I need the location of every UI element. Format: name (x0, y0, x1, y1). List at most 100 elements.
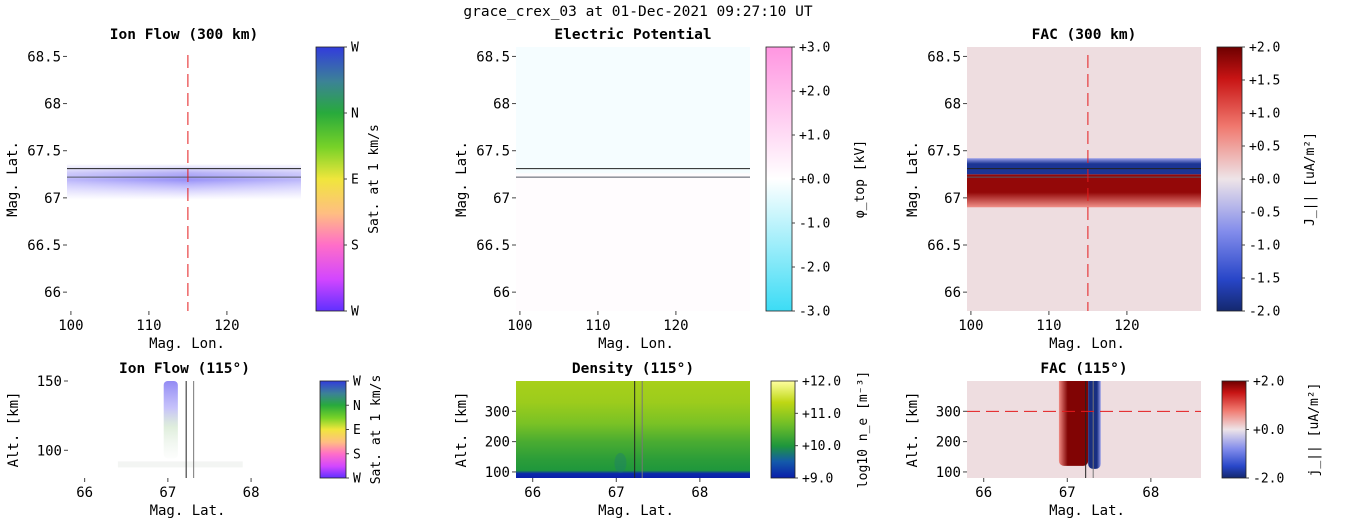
x-tick-label: 120 (663, 318, 688, 334)
flow-column (163, 381, 178, 459)
x-tick-label: 110 (1036, 318, 1061, 334)
panel-6: FAC (115°) 66 67 68 300 200 100 Mag. Lat. Alt. [… (905, 361, 1322, 519)
y-tick-label: 66.5 (27, 238, 61, 254)
density-field (516, 381, 750, 478)
y-axis-label: Mag. Lat. (5, 141, 21, 217)
y-tick-label: 68.5 (476, 49, 510, 65)
figure-title: grace_crex_03 at 01-Dec-2021 09:27:10 UT (463, 4, 812, 20)
colorbar-tick-label: -2.0 (1253, 472, 1284, 487)
x-tick-label: 120 (214, 318, 239, 334)
colorbar-tick-label: +1.0 (799, 129, 830, 144)
colorbar (319, 380, 347, 479)
x-tick-label: 67 (1059, 485, 1076, 501)
y-tick-label: 200 (485, 435, 510, 451)
y-tick-label: 67 (944, 191, 961, 207)
colorbar-tick-label: +3.0 (799, 41, 830, 56)
panel-title: Electric Potential (554, 27, 711, 43)
colorbar-label: log10 n_e [m⁻³] (856, 371, 871, 488)
fac-column (1088, 381, 1101, 469)
y-tick-label: 67.5 (27, 144, 61, 160)
colorbar (315, 46, 345, 312)
y-tick-label: 68 (944, 97, 961, 113)
x-axis-label: Mag. Lon. (1049, 336, 1125, 352)
colorbar-tick-label: +10.0 (802, 439, 841, 454)
y-tick-label: 66.5 (927, 238, 961, 254)
colorbar-tick-label: +2.0 (1249, 41, 1280, 56)
colorbar-tick-label: -0.5 (1249, 206, 1280, 221)
x-tick-label: 120 (1114, 318, 1139, 334)
colorbar-tick-label: +0.5 (1249, 140, 1280, 155)
y-axis-label: Alt. [km] (905, 392, 921, 468)
colorbar-tick-label: -2.0 (799, 261, 830, 276)
colorbar-tick-label: +11.0 (802, 407, 841, 422)
y-tick-label: 68.5 (927, 49, 961, 65)
y-tick-label: 66.5 (476, 238, 510, 254)
heatmap-field (967, 47, 1201, 311)
colorbar-label: Sat. at 1 km/s (369, 375, 384, 485)
fac-column (1058, 381, 1089, 466)
y-tick-label: 68 (44, 97, 61, 113)
y-tick-label: 66 (493, 285, 510, 301)
panel-title: FAC (300 km) (1032, 27, 1137, 43)
colorbar-tick-label: +9.0 (802, 472, 833, 487)
potential-north-region (516, 47, 750, 174)
panel-5: Density (115°) 66 67 68 300 200 100 Mag. Lat. Al… (454, 361, 871, 519)
density-disturbance (614, 452, 627, 473)
y-tick-label: 68.5 (27, 49, 61, 65)
colorbar-tick-label: W (353, 375, 361, 390)
x-tick-label: 66 (975, 485, 992, 501)
panel-2: Electric Potential 100 110 120 68.5 68 67.5 67 6… (454, 27, 868, 352)
x-tick-label: 100 (507, 318, 532, 334)
colorbar-tick-label: -2.0 (1249, 305, 1280, 320)
x-tick-label: 67 (608, 485, 625, 501)
colorbar-label: j_|| [uA/m²] (1307, 383, 1322, 477)
colorbar-tick-label: W (351, 305, 359, 320)
y-tick-label: 300 (936, 404, 961, 420)
colorbar-label: J_|| [uA/m²] (1303, 132, 1318, 226)
potential-south-region (516, 173, 750, 311)
panel-title: Ion Flow (300 km) (110, 27, 258, 43)
x-tick-label: 68 (1142, 485, 1159, 501)
colorbar-tick-label: -3.0 (799, 305, 830, 320)
colorbar-tick-label: N (353, 399, 361, 414)
colorbar-tick-label: -1.0 (799, 217, 830, 232)
y-axis-label: Mag. Lat. (905, 141, 921, 217)
colorbar-tick-label: +0.0 (1253, 423, 1284, 438)
y-tick-label: 150 (37, 374, 62, 390)
y-axis-label: Alt. [km] (454, 392, 470, 468)
colorbar-tick-label: +12.0 (802, 375, 841, 390)
y-tick-label: 100 (485, 465, 510, 481)
colorbar (1216, 46, 1243, 312)
colorbar-tick-label: E (351, 173, 359, 188)
colorbar-tick-label: W (353, 472, 361, 487)
x-axis-label: Mag. Lat. (1049, 503, 1125, 519)
colorbar-label: φ_top [kV] (853, 140, 868, 218)
colorbar-tick-label: +1.5 (1249, 74, 1280, 89)
x-tick-label: 110 (136, 318, 161, 334)
colorbar-tick-label: +2.0 (799, 85, 830, 100)
colorbar-tick-label: E (353, 423, 361, 438)
x-tick-label: 110 (585, 318, 610, 334)
y-tick-label: 68 (493, 97, 510, 113)
x-tick-label: 68 (691, 485, 708, 501)
heatmap-field (516, 47, 750, 311)
x-axis-label: Mag. Lat. (150, 503, 226, 519)
colorbar-tick-label: S (353, 447, 361, 462)
x-axis-label: Mag. Lat. (598, 503, 674, 519)
y-tick-label: 300 (485, 404, 510, 420)
x-axis-label: Mag. Lon. (598, 336, 674, 352)
panel-3: FAC (300 km) 100 110 120 68.5 68 67.5 67 66.5 66 M… (905, 27, 1318, 352)
y-axis-label: Mag. Lat. (454, 141, 470, 217)
colorbar-tick-label: +1.0 (1249, 107, 1280, 122)
y-tick-label: 67 (44, 191, 61, 207)
colorbar (765, 46, 793, 312)
panels: Ion Flow (300 km) 100 110 120 68.5 68 67.5 67 66… (5, 27, 1322, 519)
field-background (68, 381, 301, 478)
colorbar-tick-label: N (351, 107, 359, 122)
colorbar-tick-label: W (351, 41, 359, 56)
colorbar-tick-label: -1.5 (1249, 272, 1280, 287)
x-axis-label: Mag. Lon. (149, 336, 225, 352)
y-tick-label: 200 (936, 435, 961, 451)
colorbar-tick-label: S (351, 239, 359, 254)
